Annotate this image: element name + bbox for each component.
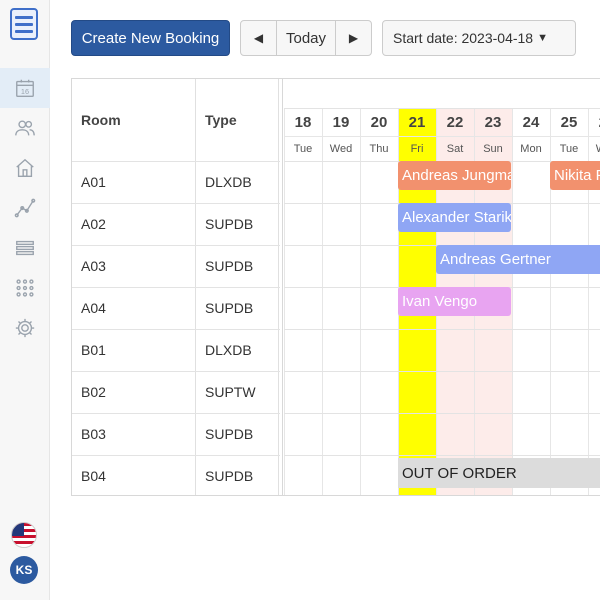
day-column[interactable] [284,109,322,495]
us-flag-icon[interactable] [11,522,37,548]
schedule-timeline: 18 Tue 19 Wed 20 Thu 21 Fri 22 Sat 23 Sun 24 Mon 25 Tue… [284,79,600,495]
day-column[interactable] [588,109,600,495]
next-period-button[interactable]: ▶ [348,31,359,45]
out-of-order-block[interactable]: OUT OF ORDER [398,458,600,488]
home-icon [16,158,34,177]
day-column[interactable] [322,109,360,495]
guests-icon [15,120,35,136]
booking-bar[interactable]: Nikita Petrov [550,161,600,190]
room-type-cell[interactable]: SUPDB [205,300,254,316]
day-name: Fri [398,136,436,160]
room-cell[interactable]: B01 [81,342,106,358]
day-number: 26 [588,109,600,136]
day-name: Sat [436,136,474,160]
sidebar: 16 [0,0,50,600]
room-cell[interactable]: B03 [81,426,106,442]
day-name: Tue [550,136,588,160]
room-type-cell[interactable]: SUPDB [205,258,254,274]
day-name: Wed [322,136,360,160]
start-date-dropdown[interactable]: Start date: 2023-04-18 ▼ [382,20,576,56]
nav-reports[interactable] [0,188,50,228]
room-cell[interactable]: A02 [81,216,106,232]
day-number: 21 [408,114,426,131]
today-button[interactable]: Today [276,21,336,55]
settings-gear-icon [15,318,35,338]
room-type-cell[interactable]: SUPDB [205,216,254,232]
nav-home[interactable] [0,148,50,188]
day-column[interactable] [550,109,588,495]
room-cell[interactable]: A01 [81,174,106,190]
day-column[interactable] [512,109,550,495]
list-icon [16,240,34,256]
apps-grid-icon [16,279,34,297]
calendar-icon: 16 [16,79,34,97]
day-name: Mon [512,136,550,160]
nav-guests[interactable] [0,108,50,148]
nav-apps[interactable] [0,268,50,308]
booking-grid: Room Type A01 DLXDB A02 SUPDB A03 SUPDB A04 SUP… [71,78,600,496]
nav-list[interactable] [0,228,50,268]
room-type-cell[interactable]: SUPDB [205,468,254,484]
room-type-cell[interactable]: SUPDB [205,426,254,442]
room-cell[interactable]: B02 [81,384,106,400]
room-column-header[interactable]: Room [81,112,121,128]
day-number: 20 [370,114,388,131]
room-cell[interactable]: B04 [81,468,106,484]
day-number: 24 [522,114,540,131]
booking-bar[interactable]: Andreas Gertner [436,245,600,274]
room-type-cell[interactable]: SUPTW [205,384,256,400]
user-avatar[interactable]: KS [10,556,38,584]
day-number: 22 [446,114,464,131]
caret-down-icon: ▼ [537,32,548,44]
prev-period-button[interactable]: ◀ [253,31,264,45]
svg-text:16: 16 [21,87,29,96]
room-cell[interactable]: A04 [81,300,106,316]
day-number: 25 [560,114,578,131]
room-type-cell[interactable]: DLXDB [205,174,252,190]
room-type-cell[interactable]: DLXDB [205,342,252,358]
room-cell[interactable]: A03 [81,258,106,274]
day-name: Tue [284,136,322,160]
room-table: Room Type A01 DLXDB A02 SUPDB A03 SUPDB A04 SUP… [72,79,280,495]
type-column-header[interactable]: Type [205,112,237,128]
hamburger-menu-icon[interactable] [10,8,38,40]
booking-bar[interactable]: Alexander Starikov [398,203,511,232]
start-date-label: Start date: 2023-04-18 [393,30,534,46]
day-number: 19 [332,114,350,131]
day-number: 23 [484,114,502,131]
booking-bar[interactable]: Ivan Vengo [398,287,511,316]
date-navigation: ◀ Today ▶ [240,20,372,56]
day-number: 18 [294,114,312,131]
day-name: Wed [588,136,600,160]
chart-line-icon [14,198,36,218]
create-booking-button[interactable]: Create New Booking [71,20,230,56]
day-column[interactable] [360,109,398,495]
booking-bar[interactable]: Andreas Jungmann [398,161,511,190]
timeline-header-bar [284,79,600,109]
nav-calendar[interactable]: 16 [0,68,50,108]
day-name: Sun [474,136,512,160]
day-name: Thu [360,136,398,160]
nav-settings[interactable] [0,308,50,348]
